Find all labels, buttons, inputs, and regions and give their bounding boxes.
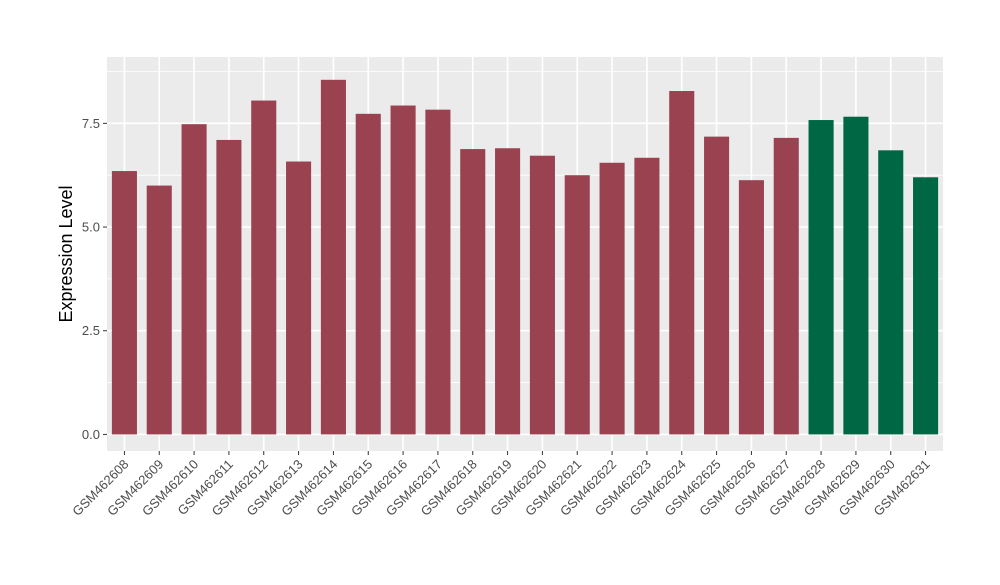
bar-GSM462614 bbox=[320, 79, 346, 435]
bar-GSM462608 bbox=[111, 171, 137, 435]
minor-gridlines bbox=[107, 71, 943, 383]
y-axis-title: Expression Level bbox=[56, 185, 76, 322]
bar-GSM462610 bbox=[181, 124, 207, 435]
bars bbox=[111, 79, 939, 435]
bar-GSM462609 bbox=[146, 185, 172, 435]
bar-GSM462612 bbox=[251, 100, 277, 435]
bar-GSM462624 bbox=[669, 91, 695, 435]
y-tick-label: 2.5 bbox=[82, 323, 100, 338]
x-axis: GSM462608GSM462609GSM462610GSM462611GSM4… bbox=[69, 451, 933, 519]
bar-GSM462617 bbox=[425, 109, 451, 435]
y-axis: 0.0 2.5 5.0 7.5 bbox=[82, 116, 107, 442]
bar-GSM462611 bbox=[216, 139, 242, 435]
bar-GSM462618 bbox=[460, 149, 486, 435]
bar-GSM462627 bbox=[773, 137, 799, 435]
bar-GSM462616 bbox=[390, 105, 416, 435]
bar-GSM462620 bbox=[529, 155, 555, 435]
bar-GSM462626 bbox=[738, 180, 764, 435]
y-tick-label: 5.0 bbox=[82, 220, 100, 235]
bar-GSM462631 bbox=[913, 177, 939, 435]
bar-GSM462623 bbox=[634, 157, 660, 435]
bar-GSM462619 bbox=[495, 148, 521, 435]
bar-GSM462625 bbox=[704, 136, 730, 435]
y-tick-label: 0.0 bbox=[82, 427, 100, 442]
bar-GSM462622 bbox=[599, 162, 625, 435]
bar-GSM462615 bbox=[355, 113, 381, 435]
bar-GSM462628 bbox=[808, 120, 834, 435]
bar-GSM462613 bbox=[286, 161, 312, 435]
bar-GSM462621 bbox=[564, 175, 590, 435]
bar-GSM462630 bbox=[878, 150, 904, 435]
bar-GSM462629 bbox=[843, 116, 869, 435]
y-tick-label: 7.5 bbox=[82, 116, 100, 131]
